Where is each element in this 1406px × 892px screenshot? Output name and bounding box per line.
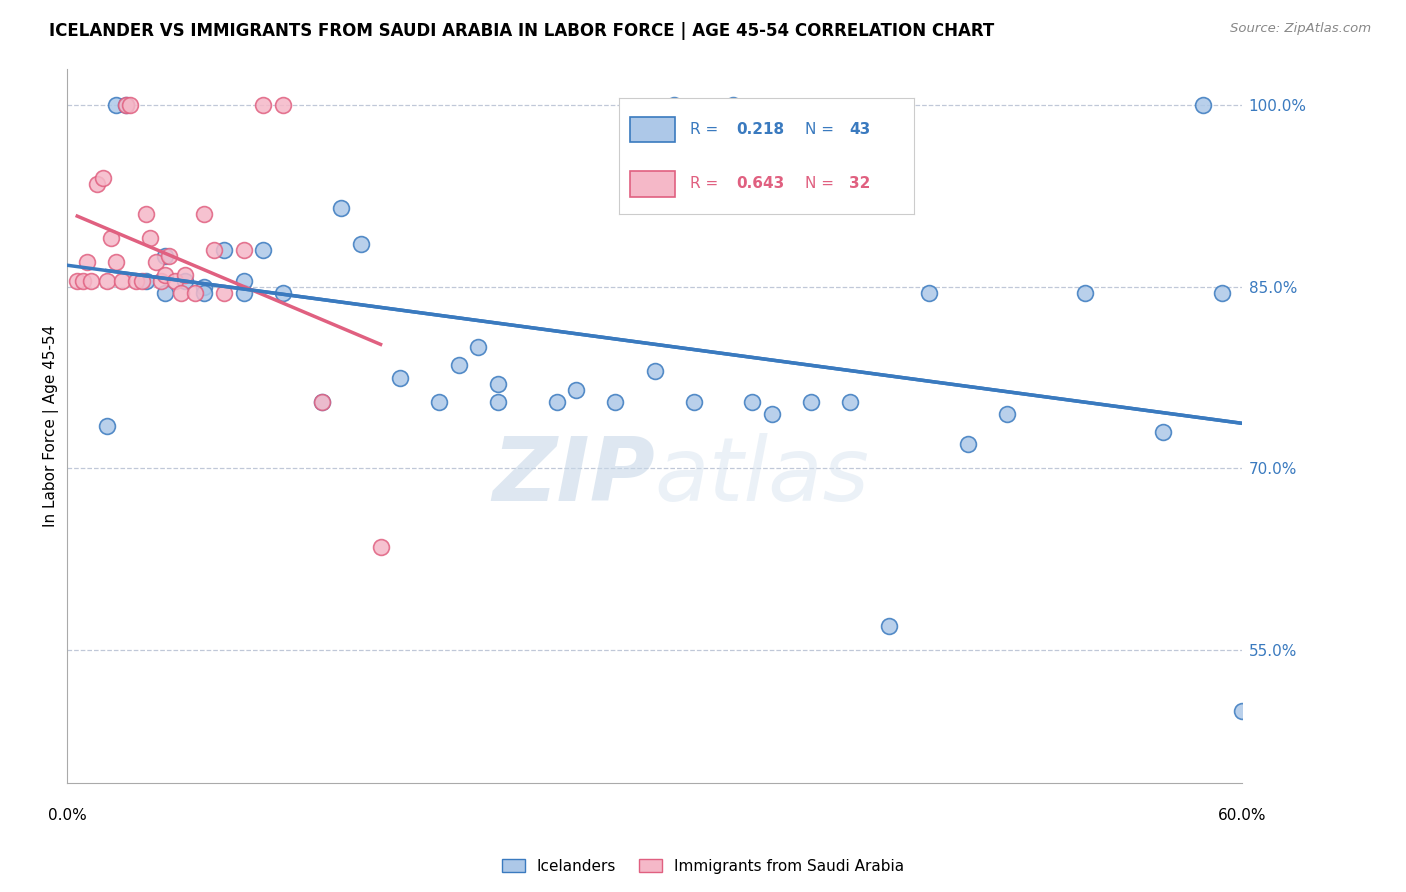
Text: R =: R =: [689, 122, 717, 137]
Point: [105, 98, 128, 112]
Point: [96, 419, 118, 434]
Point: [86, 177, 108, 191]
Point: [721, 98, 744, 112]
Point: [330, 201, 353, 215]
Point: [145, 255, 167, 269]
Point: [115, 98, 138, 112]
Text: N =: N =: [804, 177, 834, 192]
Point: [800, 394, 823, 409]
Point: [91, 170, 114, 185]
Text: 43: 43: [849, 122, 870, 137]
Point: [125, 274, 148, 288]
Text: 0.643: 0.643: [737, 177, 785, 192]
Point: [66, 274, 89, 288]
Point: [115, 98, 138, 112]
Point: [370, 540, 392, 554]
Point: [232, 244, 254, 258]
Point: [80, 274, 103, 288]
Point: [170, 285, 193, 300]
Point: [120, 98, 142, 112]
Text: ZIP: ZIP: [492, 433, 655, 519]
Point: [252, 98, 274, 112]
Text: atlas: atlas: [655, 433, 869, 519]
Point: [72, 274, 94, 288]
Point: [682, 394, 704, 409]
Point: [467, 340, 489, 354]
Point: [311, 394, 333, 409]
Text: R =: R =: [689, 177, 717, 192]
Bar: [630, 117, 675, 142]
Point: [202, 244, 225, 258]
Point: [1074, 285, 1097, 300]
Point: [956, 437, 979, 451]
Point: [150, 274, 173, 288]
Point: [546, 394, 568, 409]
Point: [427, 394, 450, 409]
Point: [193, 207, 215, 221]
Point: [271, 285, 294, 300]
Point: [183, 285, 205, 300]
Point: [1191, 98, 1213, 112]
Point: [135, 274, 157, 288]
Point: [761, 407, 783, 421]
Point: [839, 394, 862, 409]
Point: [105, 255, 128, 269]
Text: N =: N =: [804, 122, 834, 137]
Point: [311, 394, 333, 409]
Text: 32: 32: [849, 177, 870, 192]
Point: [252, 244, 274, 258]
Point: [447, 359, 470, 373]
Point: [165, 274, 187, 288]
Point: [212, 285, 235, 300]
Point: [1152, 425, 1174, 439]
Point: [157, 249, 180, 263]
Point: [1230, 704, 1253, 718]
Text: Source: ZipAtlas.com: Source: ZipAtlas.com: [1230, 22, 1371, 36]
Point: [879, 619, 901, 633]
Point: [389, 370, 412, 384]
Point: [100, 231, 122, 245]
Point: [193, 285, 215, 300]
Point: [486, 376, 509, 391]
Point: [741, 394, 763, 409]
Point: [995, 407, 1018, 421]
Y-axis label: In Labor Force | Age 45-54: In Labor Force | Age 45-54: [44, 325, 59, 527]
Point: [155, 285, 177, 300]
Point: [155, 249, 177, 263]
Point: [155, 268, 177, 282]
Point: [486, 394, 509, 409]
Point: [917, 285, 939, 300]
Text: 0.0%: 0.0%: [48, 808, 87, 823]
Point: [111, 274, 134, 288]
Point: [76, 255, 98, 269]
Point: [1211, 285, 1233, 300]
Text: 60.0%: 60.0%: [1218, 808, 1265, 823]
Point: [212, 244, 235, 258]
Point: [135, 207, 157, 221]
Text: 0.218: 0.218: [737, 122, 785, 137]
Point: [96, 274, 118, 288]
Point: [232, 274, 254, 288]
Point: [605, 394, 627, 409]
Point: [173, 274, 195, 288]
Point: [173, 268, 195, 282]
Point: [350, 237, 373, 252]
Point: [193, 279, 215, 293]
Point: [565, 383, 588, 397]
Point: [138, 231, 160, 245]
Point: [232, 285, 254, 300]
Point: [271, 98, 294, 112]
Bar: [630, 171, 675, 197]
Point: [644, 364, 666, 378]
Legend: Icelanders, Immigrants from Saudi Arabia: Icelanders, Immigrants from Saudi Arabia: [495, 853, 911, 880]
Text: ICELANDER VS IMMIGRANTS FROM SAUDI ARABIA IN LABOR FORCE | AGE 45-54 CORRELATION: ICELANDER VS IMMIGRANTS FROM SAUDI ARABI…: [49, 22, 994, 40]
Point: [131, 274, 153, 288]
Point: [662, 98, 685, 112]
